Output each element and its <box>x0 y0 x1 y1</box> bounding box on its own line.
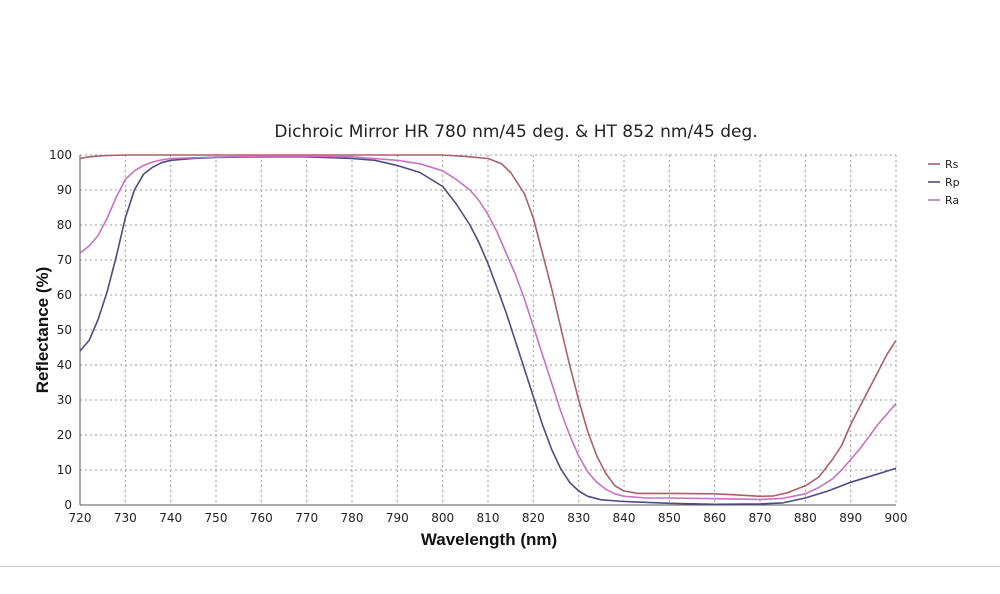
x-tick-label: 750 <box>205 511 228 525</box>
y-tick-label: 100 <box>49 148 72 162</box>
x-tick-label: 790 <box>386 511 409 525</box>
x-tick-label: 860 <box>703 511 726 525</box>
y-tick-label: 70 <box>57 253 72 267</box>
y-tick-label: 30 <box>57 393 72 407</box>
tick-labels: 720 730 740 750 760 770 780 790 800 810 820 830 840 8… <box>49 148 907 525</box>
y-tick-label: 80 <box>57 218 72 232</box>
y-tick-label: 90 <box>57 183 72 197</box>
x-tick-label: 760 <box>250 511 273 525</box>
axes <box>79 155 896 506</box>
x-tick-label: 880 <box>794 511 817 525</box>
legend-label-ra: Ra <box>945 194 959 207</box>
y-tick-label: 0 <box>64 498 72 512</box>
x-axis-label: Wavelength (nm) <box>421 530 557 549</box>
legend: Rs Rp Ra <box>928 158 960 207</box>
x-tick-label: 820 <box>522 511 545 525</box>
x-tick-label: 850 <box>658 511 681 525</box>
bottom-divider <box>0 566 1000 567</box>
x-tick-label: 770 <box>295 511 318 525</box>
y-tick-label: 40 <box>57 358 72 372</box>
series-line-rs <box>79 154 897 498</box>
grid <box>80 154 897 505</box>
x-tick-label: 890 <box>839 511 862 525</box>
x-tick-label: 810 <box>477 511 500 525</box>
legend-label-rs: Rs <box>945 158 959 171</box>
y-tick-label: 10 <box>57 463 72 477</box>
series-line-rp <box>79 156 897 506</box>
series-line-ra <box>79 155 897 501</box>
x-tick-label: 900 <box>885 511 908 525</box>
x-tick-label: 800 <box>431 511 454 525</box>
x-tick-label: 840 <box>613 511 636 525</box>
x-tick-label: 740 <box>159 511 182 525</box>
y-tick-label: 50 <box>57 323 72 337</box>
x-tick-label: 780 <box>341 511 364 525</box>
x-tick-label: 730 <box>114 511 137 525</box>
chart-title: Dichroic Mirror HR 780 nm/45 deg. & HT 8… <box>274 122 757 142</box>
y-axis-label: Reflectance (%) <box>33 267 52 394</box>
x-tick-label: 720 <box>69 511 92 525</box>
y-tick-label: 60 <box>57 288 72 302</box>
series-lines <box>79 154 897 506</box>
legend-label-rp: Rp <box>945 176 960 189</box>
x-tick-label: 870 <box>749 511 772 525</box>
y-tick-label: 20 <box>57 428 72 442</box>
x-tick-label: 830 <box>567 511 590 525</box>
